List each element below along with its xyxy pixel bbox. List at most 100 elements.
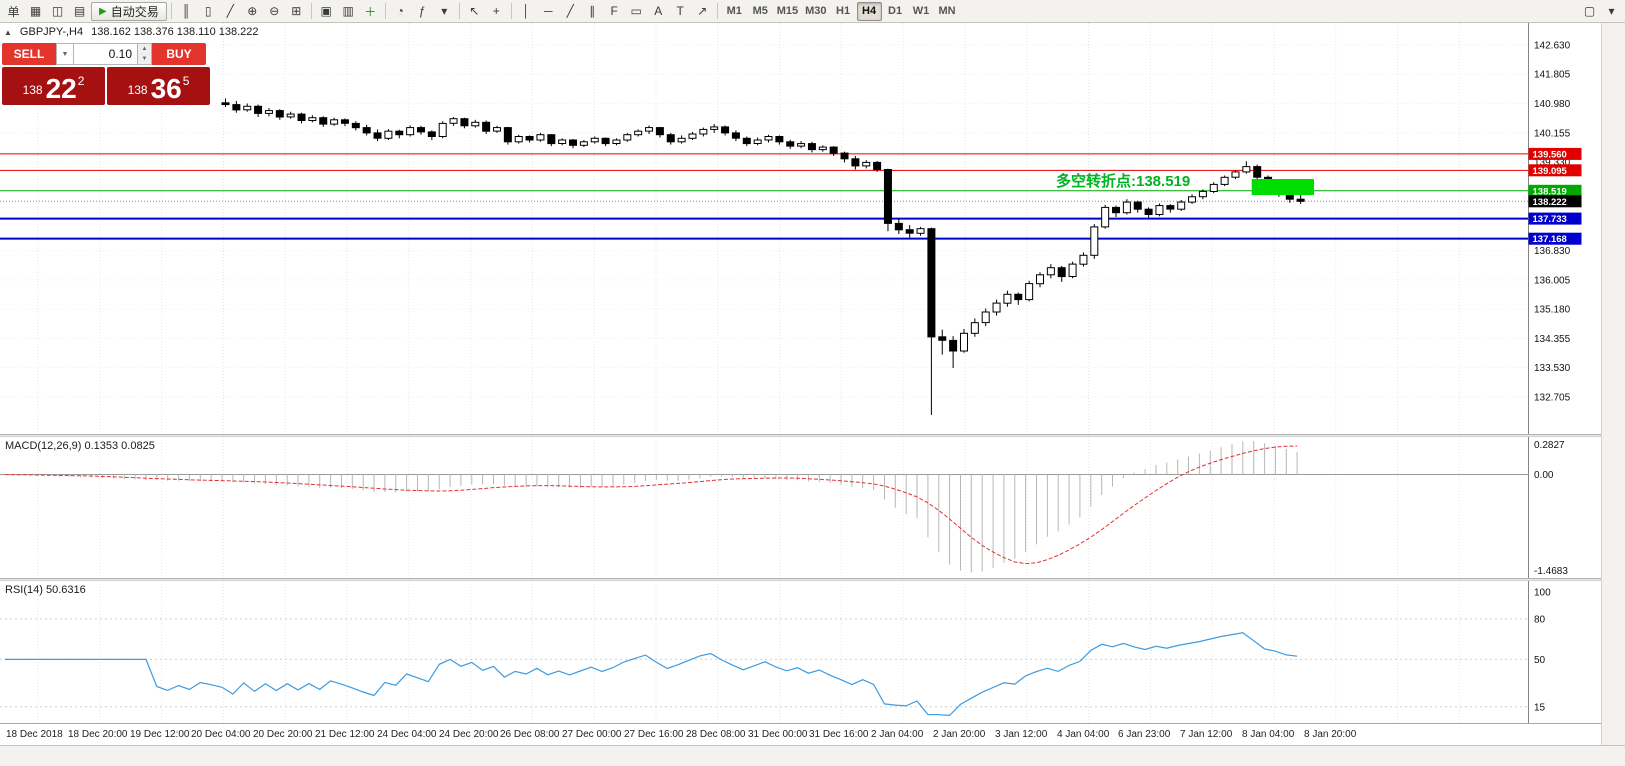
candle-body <box>1057 267 1066 278</box>
volume-dropdown[interactable]: ▼ <box>56 43 74 65</box>
volume-stepper[interactable]: ▲ ▼ <box>138 43 152 65</box>
macd-indicator-pane[interactable]: 0.2827 0.00 -1.4683 MACD(12,26,9) 0.1353 0… <box>0 437 1625 578</box>
candle-body <box>547 134 556 145</box>
new-order-button[interactable]: 单 <box>7 4 20 19</box>
cascade-windows-icon[interactable]: ▥ <box>342 4 354 18</box>
sell-button[interactable]: SELL <box>2 43 56 65</box>
trendline-icon[interactable]: ╱ <box>566 4 574 18</box>
zoom-out-icon[interactable]: ⊖ <box>269 4 280 18</box>
timeframe-h4-button[interactable]: H4 <box>856 1 882 21</box>
candles-chart-icon[interactable]: ▯ <box>204 4 212 18</box>
timeframe-h1-button[interactable]: H1 <box>836 5 851 17</box>
pane-separator[interactable] <box>0 434 1625 437</box>
step-up-icon[interactable]: ▲ <box>141 46 148 52</box>
candle-body <box>373 132 382 139</box>
line-chart-icon[interactable]: ╱ <box>226 4 234 18</box>
vertical-line-icon[interactable]: │ <box>522 4 530 18</box>
timeframe-m15-button[interactable]: M15 <box>776 5 799 17</box>
candle-body <box>286 113 295 118</box>
highlight-rectangle[interactable] <box>1251 179 1314 195</box>
candle-body <box>1253 166 1262 178</box>
price-tag <box>1528 184 1582 197</box>
candle-body <box>340 119 349 124</box>
toolbar-separator <box>458 3 460 19</box>
candle-body <box>829 146 838 154</box>
candle-body <box>894 222 903 231</box>
candle-body <box>1079 254 1088 265</box>
price-tag-label: 138.519 <box>1533 186 1567 197</box>
cursor-icon[interactable]: ↖ <box>469 4 480 18</box>
chart-window-icon[interactable]: ▦ <box>29 4 42 18</box>
autotrade-button[interactable]: ▶ 自动交易 <box>91 1 167 21</box>
macd-axis-label: -1.4683 <box>1534 566 1568 577</box>
ask-pips: 36 <box>150 73 182 104</box>
candle-body <box>1220 176 1229 185</box>
window-restore-icon[interactable]: ▢ <box>1583 4 1596 18</box>
ask-price-display[interactable]: 138 36 5 <box>107 67 210 105</box>
timeframe-m30-button[interactable]: M30 <box>805 5 827 17</box>
time-axis[interactable]: 18 Dec 2018 18 Dec 20:00 19 Dec 12:00 20 De… <box>0 723 1625 745</box>
timeframe-mn-button[interactable]: MN <box>938 5 956 17</box>
price-tag-label: 139.095 <box>1533 166 1568 177</box>
candle-body <box>927 228 936 338</box>
time-axis-label: 2 Jan 20:00 <box>933 729 986 740</box>
macd-axis-label: 0.2827 <box>1534 440 1565 451</box>
candle-body <box>764 136 773 141</box>
toolbar-more-icon[interactable]: ▾ <box>1608 4 1615 18</box>
arrows-icon[interactable]: ↗ <box>697 4 708 18</box>
candle-body <box>1166 205 1175 210</box>
price-chart-canvas: 142.630 141.805 140.980 140.155 139.330 136.8… <box>0 23 1582 434</box>
buy-button[interactable]: BUY <box>152 43 206 65</box>
periods-dropdown-icon[interactable]: ▾ <box>441 4 448 18</box>
indicators-button[interactable]: ƒ <box>418 4 426 18</box>
candle-body <box>221 102 230 106</box>
text-label-icon[interactable]: T <box>676 4 684 18</box>
volume-input[interactable]: 0.10 <box>74 43 138 65</box>
candle-body <box>493 127 501 132</box>
bars-chart-icon[interactable]: ║ <box>181 4 191 18</box>
fibonacci-icon[interactable]: F <box>610 4 618 18</box>
step-down-icon[interactable]: ▼ <box>141 56 148 62</box>
candle-body <box>264 110 273 114</box>
candle-body <box>775 136 784 143</box>
equidistant-channel-icon[interactable]: ∥ <box>589 4 596 18</box>
candle-body <box>525 136 534 141</box>
collapse-arrow-icon[interactable]: ▲ <box>4 27 12 37</box>
navigator-icon[interactable]: ▤ <box>73 4 86 18</box>
clock-icon[interactable]: ◔ <box>396 4 404 18</box>
price-axis-label: 141.805 <box>1534 70 1571 81</box>
ask-prefix: 138 <box>127 83 148 97</box>
crosshair-icon[interactable]: + <box>492 4 500 18</box>
candle-body <box>275 110 284 118</box>
price-axis-label: 142.630 <box>1534 41 1571 52</box>
price-chart-pane[interactable]: 142.630 141.805 140.980 140.155 139.330 136.8… <box>0 23 1625 434</box>
price-axis-label: 140.980 <box>1534 99 1571 110</box>
time-axis-label: 20 Dec 20:00 <box>253 729 313 740</box>
timeframe-w1-button[interactable]: W1 <box>912 5 930 17</box>
timeframe-d1-button[interactable]: D1 <box>888 5 903 17</box>
candle-body <box>666 134 675 143</box>
macd-histogram <box>15 441 1298 573</box>
grid-icon[interactable]: ⊞ <box>291 4 302 18</box>
candle-body <box>1155 205 1164 216</box>
candle-body <box>427 131 436 138</box>
candle-body <box>677 137 686 143</box>
timeframe-m1-button[interactable]: M1 <box>726 5 742 17</box>
timeframe-m5-button[interactable]: M5 <box>752 5 768 17</box>
toolbar-separator <box>170 3 172 19</box>
new-chart-button[interactable]: ＋ <box>364 4 377 19</box>
market-watch-icon[interactable]: ◫ <box>51 4 64 18</box>
ask-point: 5 <box>182 74 190 88</box>
toolbar-separator <box>384 3 386 19</box>
horizontal-line-icon[interactable]: ─ <box>543 4 553 18</box>
shapes-icon[interactable]: ▭ <box>630 4 642 18</box>
candle-body <box>1090 226 1099 256</box>
zoom-in-icon[interactable]: ⊕ <box>247 4 258 18</box>
bid-price-display[interactable]: 138 22 2 <box>2 67 105 105</box>
text-icon[interactable]: A <box>654 4 663 18</box>
candle-body <box>449 118 458 124</box>
pane-separator[interactable] <box>0 578 1625 581</box>
tile-windows-icon[interactable]: ▣ <box>320 4 332 18</box>
candle-body <box>1133 201 1142 210</box>
rsi-indicator-pane[interactable]: 100 80 50 15 RSI(14) 50.6316 <box>0 581 1625 723</box>
